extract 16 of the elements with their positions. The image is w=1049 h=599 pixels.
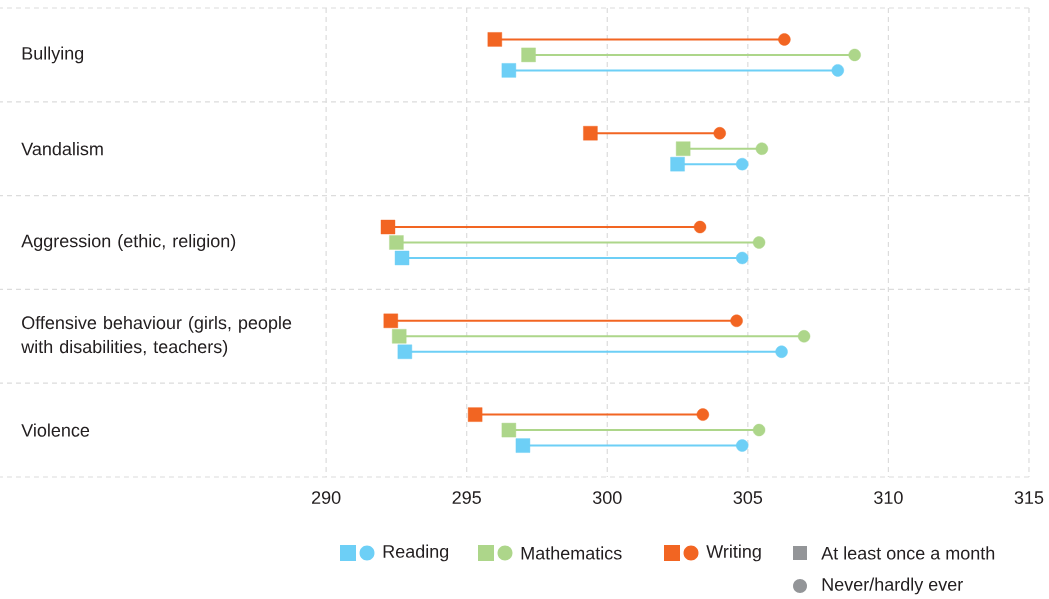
x-tick-label: 315 bbox=[1014, 491, 1044, 504]
text: Never/hardly ever bbox=[822, 577, 963, 595]
x-tick-label: 300 bbox=[592, 491, 622, 504]
x-tick-label: 305 bbox=[733, 491, 763, 504]
y-tick-label: Vandalism bbox=[21, 142, 103, 156]
y-tick-label: Offensive behaviour (girls, people with disabilities, teachers) bbox=[21, 315, 292, 357]
text: At least once a month bbox=[821, 546, 995, 560]
legend-label: Mathematics bbox=[521, 546, 622, 560]
legend-label: Reading bbox=[383, 544, 449, 562]
x-tick-label: 295 bbox=[452, 491, 481, 504]
x-tick-label: 290 bbox=[312, 491, 341, 504]
y-tick-label: Aggression (ethic, religion) bbox=[21, 234, 236, 251]
x-tick-label: 310 bbox=[874, 491, 903, 504]
legend-label: Writing bbox=[706, 544, 761, 562]
y-tick-label: Violence bbox=[21, 423, 90, 437]
y-tick-label: Bullying bbox=[22, 46, 84, 64]
